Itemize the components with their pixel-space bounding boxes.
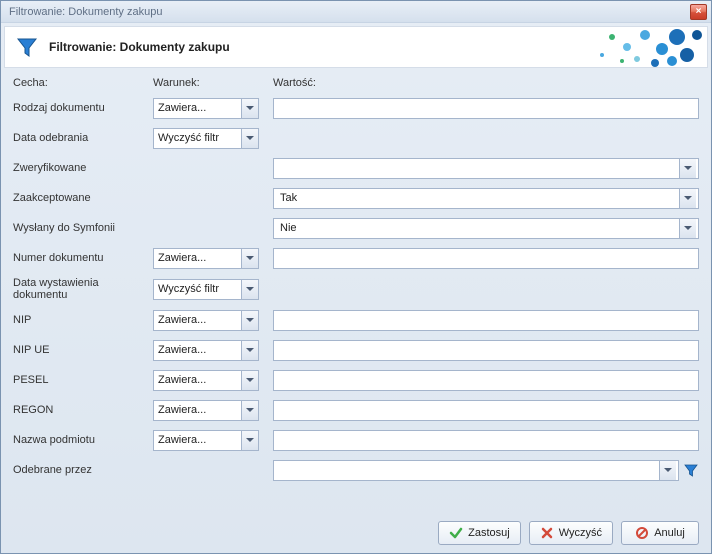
row-rodzaj-dokumentu: Rodzaj dokumentu Zawiera... (13, 97, 699, 119)
wartosc-rodzaj-dokumentu[interactable] (273, 98, 699, 119)
filter-dialog: Filtrowanie: Dokumenty zakupu × Filtrowa… (0, 0, 712, 554)
row-zweryfikowane: Zweryfikowane (13, 157, 699, 179)
dialog-footer: Zastosuj Wyczyść Anuluj (438, 521, 699, 545)
header-warunek: Warunek: (153, 77, 273, 89)
row-data-odebrania: Data odebrania Wyczyść filtr (13, 127, 699, 149)
label-nip-ue: NIP UE (13, 344, 153, 356)
chevron-down-icon (679, 159, 696, 178)
row-wyslany-do-symfonii: Wysłany do Symfonii Nie (13, 217, 699, 239)
funnel-filter-icon[interactable] (683, 462, 699, 478)
wartosc-nip[interactable] (273, 310, 699, 331)
chevron-down-icon (241, 129, 258, 148)
warunek-rodzaj-dokumentu[interactable]: Zawiera... (153, 98, 259, 119)
chevron-down-icon (241, 311, 258, 330)
chevron-down-icon (241, 249, 258, 268)
label-pesel: PESEL (13, 374, 153, 386)
wartosc-nazwa-podmiotu[interactable] (273, 430, 699, 451)
cross-icon (540, 526, 554, 540)
row-regon: REGON Zawiera... (13, 399, 699, 421)
row-nip-ue: NIP UE Zawiera... (13, 339, 699, 361)
funnel-icon (15, 35, 39, 59)
label-rodzaj-dokumentu: Rodzaj dokumentu (13, 102, 153, 114)
chevron-down-icon (241, 280, 258, 299)
chevron-down-icon (679, 189, 696, 208)
prohibit-icon (635, 526, 649, 540)
wartosc-odebrane-przez[interactable] (273, 460, 679, 481)
check-icon (449, 526, 463, 540)
chevron-down-icon (241, 401, 258, 420)
clear-button[interactable]: Wyczyść (529, 521, 613, 545)
label-data-odebrania: Data odebrania (13, 132, 153, 144)
chevron-down-icon (241, 371, 258, 390)
cancel-button[interactable]: Anuluj (621, 521, 699, 545)
label-numer-dokumentu: Numer dokumentu (13, 252, 153, 264)
warunek-data-wystawienia[interactable]: Wyczyść filtr (153, 279, 259, 300)
window-title: Filtrowanie: Dokumenty zakupu (5, 6, 690, 18)
row-pesel: PESEL Zawiera... (13, 369, 699, 391)
label-nip: NIP (13, 314, 153, 326)
dialog-title: Filtrowanie: Dokumenty zakupu (49, 40, 230, 54)
label-zaakceptowane: Zaakceptowane (13, 192, 153, 204)
wartosc-zweryfikowane[interactable] (273, 158, 699, 179)
dialog-header: Filtrowanie: Dokumenty zakupu (4, 26, 708, 68)
row-nip: NIP Zawiera... (13, 309, 699, 331)
label-data-wystawienia: Data wystawienia dokumentu (13, 277, 153, 301)
apply-button-label: Zastosuj (468, 527, 510, 539)
label-zweryfikowane: Zweryfikowane (13, 162, 153, 174)
row-numer-dokumentu: Numer dokumentu Zawiera... (13, 247, 699, 269)
label-nazwa-podmiotu: Nazwa podmiotu (13, 434, 153, 446)
warunek-regon[interactable]: Zawiera... (153, 400, 259, 421)
wartosc-wyslany-do-symfonii[interactable]: Nie (273, 218, 699, 239)
row-odebrane-przez: Odebrane przez (13, 459, 699, 481)
warunek-pesel[interactable]: Zawiera... (153, 370, 259, 391)
wartosc-pesel[interactable] (273, 370, 699, 391)
row-nazwa-podmiotu: Nazwa podmiotu Zawiera... (13, 429, 699, 451)
header-wartosc: Wartość: (273, 77, 699, 89)
warunek-numer-dokumentu[interactable]: Zawiera... (153, 248, 259, 269)
warunek-nip[interactable]: Zawiera... (153, 310, 259, 331)
wartosc-regon[interactable] (273, 400, 699, 421)
wartosc-zaakceptowane[interactable]: Tak (273, 188, 699, 209)
warunek-nazwa-podmiotu[interactable]: Zawiera... (153, 430, 259, 451)
warunek-nip-ue[interactable]: Zawiera... (153, 340, 259, 361)
filter-body: Cecha: Warunek: Wartość: Rodzaj dokument… (1, 71, 711, 481)
row-zaakceptowane: Zaakceptowane Tak (13, 187, 699, 209)
header-cecha: Cecha: (13, 77, 153, 89)
label-odebrane-przez: Odebrane przez (13, 464, 153, 476)
titlebar: Filtrowanie: Dokumenty zakupu × (1, 1, 711, 23)
apply-button[interactable]: Zastosuj (438, 521, 521, 545)
header-decoration (567, 27, 707, 69)
wartosc-nip-ue[interactable] (273, 340, 699, 361)
chevron-down-icon (241, 99, 258, 118)
wartosc-numer-dokumentu[interactable] (273, 248, 699, 269)
close-button[interactable]: × (690, 4, 707, 20)
chevron-down-icon (679, 219, 696, 238)
label-regon: REGON (13, 404, 153, 416)
chevron-down-icon (241, 341, 258, 360)
column-headers: Cecha: Warunek: Wartość: (13, 77, 699, 89)
row-data-wystawienia: Data wystawienia dokumentu Wyczyść filtr (13, 277, 699, 301)
clear-button-label: Wyczyść (559, 527, 602, 539)
label-wyslany-do-symfonii: Wysłany do Symfonii (13, 222, 153, 234)
chevron-down-icon (659, 461, 676, 480)
warunek-data-odebrania[interactable]: Wyczyść filtr (153, 128, 259, 149)
cancel-button-label: Anuluj (654, 527, 685, 539)
chevron-down-icon (241, 431, 258, 450)
